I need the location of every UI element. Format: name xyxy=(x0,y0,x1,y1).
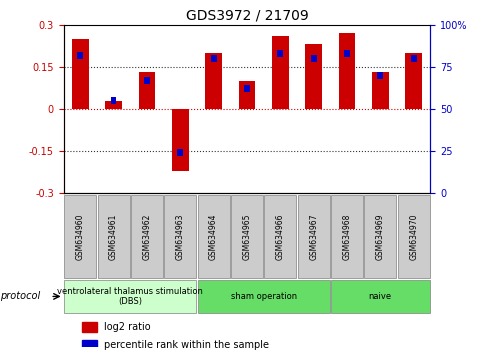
Bar xyxy=(138,73,155,109)
FancyBboxPatch shape xyxy=(64,195,96,278)
Text: GSM634968: GSM634968 xyxy=(342,213,351,259)
Text: ventrolateral thalamus stimulation
(DBS): ventrolateral thalamus stimulation (DBS) xyxy=(57,287,203,306)
Text: GSM634969: GSM634969 xyxy=(375,213,384,259)
FancyBboxPatch shape xyxy=(297,195,329,278)
FancyBboxPatch shape xyxy=(230,195,263,278)
Bar xyxy=(210,55,216,62)
FancyBboxPatch shape xyxy=(64,280,196,313)
Bar xyxy=(110,97,116,104)
Text: sham operation: sham operation xyxy=(230,292,296,301)
FancyBboxPatch shape xyxy=(364,195,395,278)
Bar xyxy=(310,55,316,62)
FancyBboxPatch shape xyxy=(330,280,429,313)
Bar xyxy=(105,101,122,109)
Text: percentile rank within the sample: percentile rank within the sample xyxy=(104,340,268,350)
Title: GDS3972 / 21709: GDS3972 / 21709 xyxy=(185,8,308,22)
FancyBboxPatch shape xyxy=(197,280,329,313)
FancyBboxPatch shape xyxy=(330,195,362,278)
Text: GSM634970: GSM634970 xyxy=(408,213,417,259)
FancyBboxPatch shape xyxy=(98,195,129,278)
Bar xyxy=(82,340,96,350)
Bar xyxy=(77,52,83,58)
Text: GSM634962: GSM634962 xyxy=(142,213,151,259)
Text: GSM634965: GSM634965 xyxy=(242,213,251,259)
Bar xyxy=(238,81,255,109)
Text: GSM634966: GSM634966 xyxy=(275,213,284,259)
Bar xyxy=(143,77,149,84)
Text: GSM634967: GSM634967 xyxy=(308,213,318,259)
Bar xyxy=(410,55,416,62)
Text: GSM634961: GSM634961 xyxy=(109,213,118,259)
Bar xyxy=(82,322,96,332)
Bar xyxy=(344,50,349,57)
Text: log2 ratio: log2 ratio xyxy=(104,322,150,332)
Text: GSM634963: GSM634963 xyxy=(175,213,184,259)
Text: naive: naive xyxy=(368,292,391,301)
Bar xyxy=(244,85,249,92)
Bar xyxy=(305,44,321,109)
FancyBboxPatch shape xyxy=(397,195,429,278)
Bar xyxy=(405,53,421,109)
Bar xyxy=(277,50,283,57)
FancyBboxPatch shape xyxy=(164,195,196,278)
FancyBboxPatch shape xyxy=(197,195,229,278)
Bar xyxy=(205,53,222,109)
Bar xyxy=(377,72,383,79)
FancyBboxPatch shape xyxy=(131,195,163,278)
Bar xyxy=(371,73,388,109)
Bar xyxy=(172,109,188,171)
FancyBboxPatch shape xyxy=(264,195,296,278)
Text: GSM634964: GSM634964 xyxy=(209,213,218,259)
Bar xyxy=(177,149,183,156)
Text: protocol: protocol xyxy=(0,291,40,302)
Bar xyxy=(271,36,288,109)
Text: GSM634960: GSM634960 xyxy=(76,213,84,259)
Bar xyxy=(72,39,88,109)
Bar xyxy=(338,33,355,109)
